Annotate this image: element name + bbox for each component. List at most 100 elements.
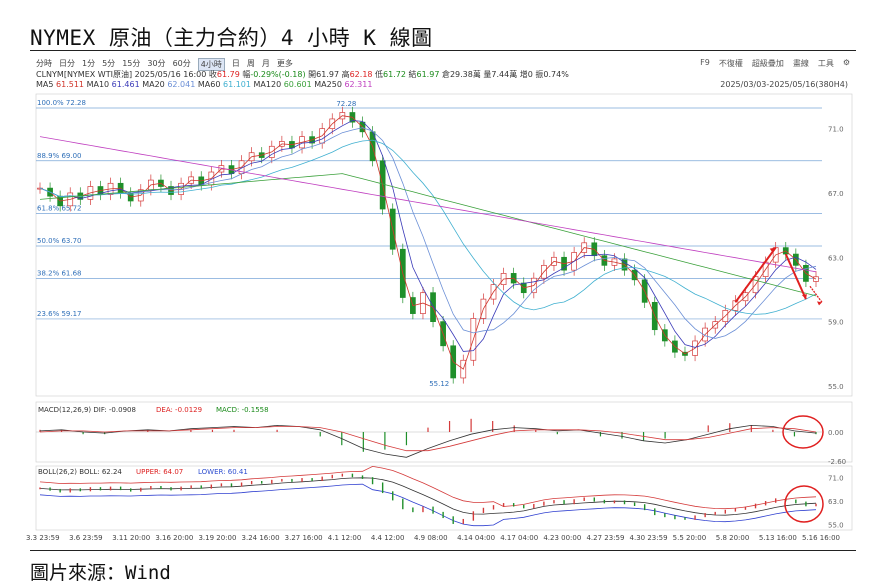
ma-line-MA120 (39, 173, 817, 297)
ma-line-MA60 (39, 139, 817, 315)
price-tick-3: 59.0 (828, 319, 844, 327)
x-tick-11: 4.17 04:00 (500, 534, 538, 542)
ma-value-4: 60.601 (283, 80, 315, 89)
period-tab-10[interactable]: 月 (261, 59, 270, 68)
tool-item-4[interactable]: 工具 (817, 59, 834, 68)
boll-line-lower (39, 483, 817, 527)
arrow-drop-down-head (801, 294, 807, 300)
boll-tick-0: 71.0 (828, 474, 844, 482)
tool-item-2[interactable]: 超級疊加 (751, 59, 784, 68)
period-tab-5[interactable]: 30分 (147, 59, 166, 68)
price-tick-2: 63.0 (828, 254, 844, 262)
ma-label-5: MA250 (314, 80, 345, 89)
tool-menu: F9 不復權 超級疊加 畫線 工具 ⚙ (700, 58, 850, 69)
change-value: -0.29%(-0.18) (250, 70, 306, 79)
datetime-label: 2025/05/16 16:00 (134, 70, 207, 79)
settle-value: 61.97 (416, 70, 440, 79)
period-tab-1[interactable]: 日分 (59, 59, 75, 68)
fib-label-4: 38.2% 61.68 (37, 270, 82, 278)
period-tab-0[interactable]: 分時 (36, 59, 52, 68)
macd-line-dea_path (39, 426, 817, 452)
close-value: 61.79 (216, 70, 240, 79)
x-tick-1: 3.6 23:59 (69, 534, 103, 542)
x-tick-9: 4.9 08:00 (414, 534, 448, 542)
inc-key: 增 (519, 70, 528, 79)
ma-value-1: 61.461 (111, 80, 143, 89)
ticker-label: CLNYM[NYMEX WTI原油] (36, 70, 133, 79)
peak-label: 72.28 (336, 100, 356, 108)
ma-label-1: MA10 (86, 80, 112, 89)
inc-value: 0 (527, 70, 533, 79)
x-tick-10: 4.14 04:00 (457, 534, 495, 542)
period-tab-8[interactable]: 日 (231, 59, 240, 68)
high-key: 高 (341, 70, 350, 79)
boll-title: BOLL(26,2) BOLL: 62.24 (38, 468, 122, 476)
ma-line-MA250 (39, 136, 817, 273)
price-tick-1: 67.0 (828, 190, 844, 198)
fib-label-0: 100.0% 72.28 (37, 99, 86, 107)
arrow-rally-up (734, 247, 777, 303)
vol-value: 7.44萬 (491, 70, 518, 79)
period-tab-6[interactable]: 60分 (172, 59, 191, 68)
x-tick-13: 4.27 23:59 (586, 534, 624, 542)
tool-item-1[interactable]: 不復權 (718, 59, 743, 68)
ma-legend: MA5 61.511 MA10 61.461 MA20 62.041 MA60 … (36, 80, 372, 89)
high-value: 62.18 (349, 70, 373, 79)
boll-lower: LOWER: 60.41 (198, 468, 248, 476)
period-tab-4[interactable]: 15分 (122, 59, 141, 68)
low-value: 61.72 (383, 70, 406, 79)
ma-value-5: 62.311 (344, 80, 373, 89)
ma-value-3: 61.101 (222, 80, 254, 89)
x-tick-6: 3.27 16:00 (285, 534, 323, 542)
x-tick-16: 5.8 20:00 (716, 534, 750, 542)
x-tick-5: 3.24 16:00 (242, 534, 280, 542)
fib-label-1: 88.9% 69.00 (37, 152, 82, 160)
x-tick-3: 3.16 20:00 (155, 534, 193, 542)
low-key: 低 (375, 70, 384, 79)
ma-line-MA20 (39, 127, 817, 339)
boll-line-mid (39, 477, 817, 516)
settings-icon[interactable]: ⚙ (842, 58, 850, 67)
boll-upper: UPPER: 64.07 (136, 468, 183, 476)
arrow-next-down (809, 285, 823, 303)
period-tab-7[interactable]: 4小時 (197, 58, 225, 71)
date-range: 2025/03/03-2025/05/16(380H4) (720, 80, 848, 89)
open-value: 61.97 (316, 70, 340, 79)
close-key: 收 (208, 70, 217, 79)
macd-tick-1: -2.60 (828, 458, 846, 466)
boll-highlight-circle (784, 485, 824, 523)
ma-label-0: MA5 (36, 80, 57, 89)
period-tab-11[interactable]: 更多 (276, 59, 293, 68)
period-tab-2[interactable]: 1分 (82, 59, 96, 68)
ma-label-2: MA20 (142, 80, 168, 89)
x-tick-12: 4.23 00:00 (543, 534, 581, 542)
page-title: NYMEX 原油（主力合約）4 小時 K 線圖 (30, 26, 433, 50)
title-rule (30, 50, 856, 51)
period-toolbar: 分時 日分 1分 5分 15分 30分 60分 4小時日周月更多 (36, 58, 293, 71)
period-tab-9[interactable]: 周 (246, 59, 255, 68)
oi-value: 29.38萬 (449, 70, 481, 79)
fib-label-2: 61.8% 65.72 (37, 205, 82, 213)
macd-tick-0: 0.00 (828, 429, 844, 437)
ma-value-2: 62.041 (167, 80, 198, 89)
x-tick-0: 3.3 23:59 (26, 534, 60, 542)
settle-key: 結 (408, 70, 417, 79)
arrow-next-down-head (817, 301, 822, 306)
x-tick-18: 5.16 16:00 (802, 534, 840, 542)
price-tick-4: 55.0 (828, 383, 844, 391)
macd-dea: DEA: -0.0129 (156, 406, 202, 414)
quote-info-line: CLNYM[NYMEX WTI原油] 2025/05/16 16:00 收61.… (36, 69, 569, 80)
period-tab-3[interactable]: 5分 (102, 59, 116, 68)
open-key: 開 (308, 70, 317, 79)
change-key: 幅 (242, 70, 251, 79)
x-tick-14: 4.30 23:59 (630, 534, 668, 542)
tool-item-0[interactable]: F9 (700, 58, 710, 67)
macd-hist: MACD: -0.1558 (216, 406, 269, 414)
trough-label: 55.12 (429, 380, 449, 388)
x-tick-4: 3.19 20:00 (198, 534, 236, 542)
oi-key: 倉 (441, 70, 450, 79)
x-tick-2: 3.11 20:00 (112, 534, 150, 542)
arrow-rally-up-head (769, 247, 776, 253)
tool-item-3[interactable]: 畫線 (792, 59, 809, 68)
